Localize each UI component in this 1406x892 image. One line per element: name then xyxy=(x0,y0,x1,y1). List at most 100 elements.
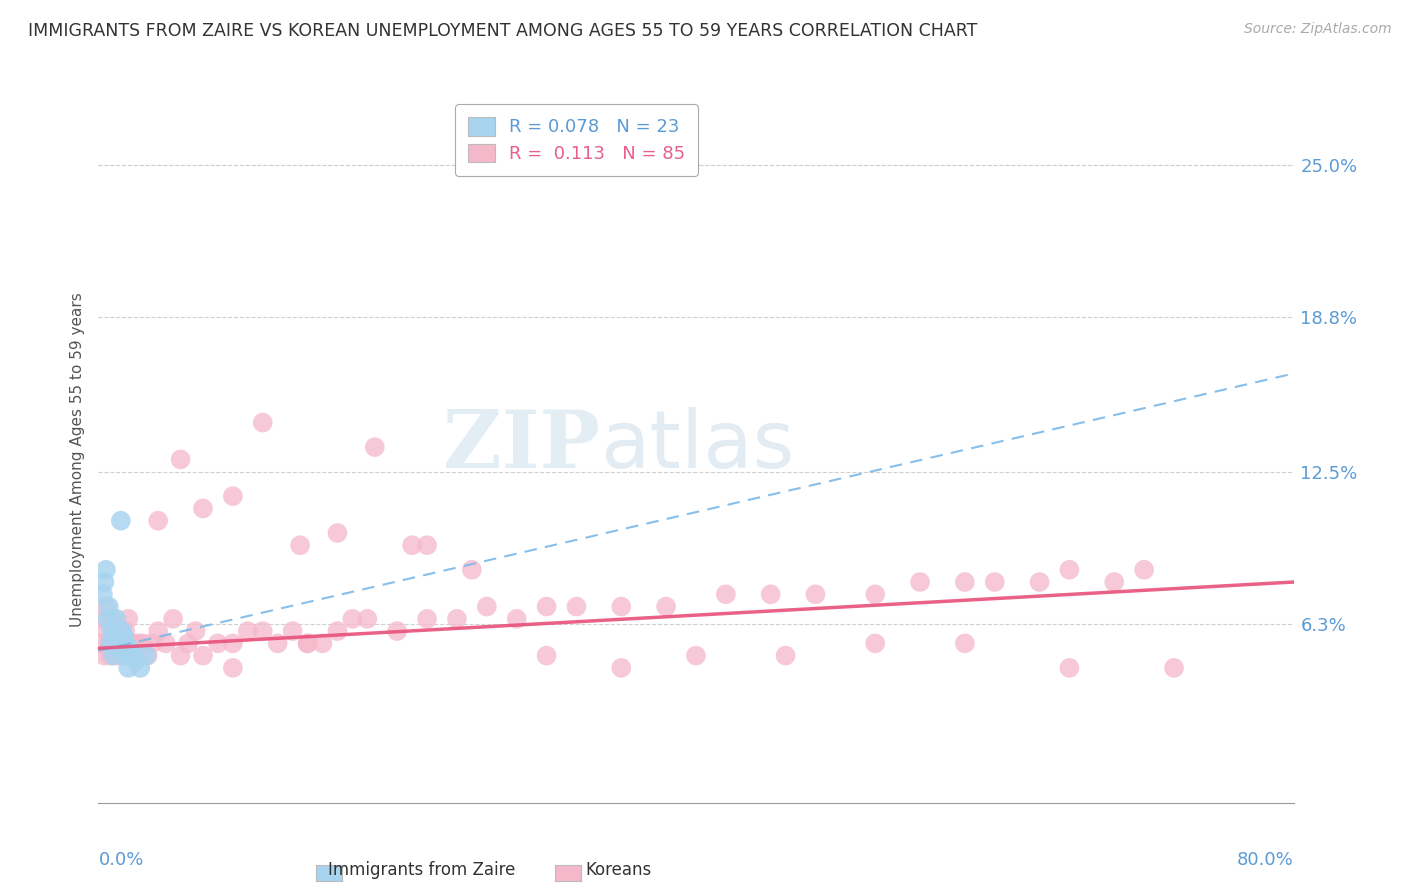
Point xyxy=(311,636,333,650)
Point xyxy=(863,636,887,650)
Point xyxy=(100,636,122,650)
Point xyxy=(132,636,155,650)
Point xyxy=(565,599,588,614)
Point xyxy=(446,612,468,626)
Point xyxy=(236,624,259,639)
Point xyxy=(129,661,152,675)
Point xyxy=(169,648,191,663)
Point xyxy=(177,636,200,650)
Point xyxy=(1059,661,1081,675)
Point xyxy=(125,648,148,663)
Point xyxy=(93,575,115,590)
Point xyxy=(297,636,319,650)
Point xyxy=(267,636,290,650)
Point xyxy=(135,648,157,663)
Point xyxy=(117,612,139,626)
Point xyxy=(121,648,143,663)
Point xyxy=(297,636,319,650)
Point xyxy=(96,624,118,639)
Point xyxy=(148,514,170,528)
Point xyxy=(1059,563,1081,577)
Point xyxy=(148,624,170,639)
Point xyxy=(714,587,737,601)
Point xyxy=(114,636,136,650)
Point xyxy=(863,587,887,601)
Point xyxy=(191,648,214,663)
Point xyxy=(110,644,132,658)
Point xyxy=(191,501,214,516)
Point xyxy=(610,599,633,614)
Point xyxy=(326,526,349,541)
Point xyxy=(108,636,131,650)
Point xyxy=(475,599,498,614)
Point xyxy=(114,624,136,639)
Point xyxy=(103,636,125,650)
Point xyxy=(104,629,127,643)
Point xyxy=(103,648,125,663)
Point xyxy=(112,629,135,643)
Point xyxy=(141,636,163,650)
Text: atlas: atlas xyxy=(600,407,794,484)
Point xyxy=(128,636,150,650)
Point xyxy=(1102,575,1125,590)
Point xyxy=(610,661,633,675)
Point xyxy=(356,612,378,626)
Point xyxy=(111,624,134,639)
Point xyxy=(207,636,229,650)
Point xyxy=(108,624,131,639)
Point xyxy=(252,416,274,430)
Point xyxy=(1028,575,1050,590)
Point xyxy=(169,452,191,467)
Point xyxy=(416,612,439,626)
Point xyxy=(125,654,148,668)
Point xyxy=(91,587,114,601)
Point xyxy=(804,587,827,601)
Text: 80.0%: 80.0% xyxy=(1237,851,1294,869)
Point xyxy=(953,636,976,650)
Point xyxy=(104,624,127,639)
Point xyxy=(342,612,364,626)
Point xyxy=(222,489,245,503)
Point xyxy=(94,599,117,614)
Point xyxy=(105,612,128,626)
Point xyxy=(100,648,122,663)
Point xyxy=(908,575,931,590)
Point xyxy=(115,648,138,663)
Point xyxy=(1133,563,1156,577)
Point xyxy=(401,538,423,552)
Point xyxy=(112,648,135,663)
Point xyxy=(107,636,129,650)
Text: IMMIGRANTS FROM ZAIRE VS KOREAN UNEMPLOYMENT AMONG AGES 55 TO 59 YEARS CORRELATI: IMMIGRANTS FROM ZAIRE VS KOREAN UNEMPLOY… xyxy=(28,22,977,40)
Point xyxy=(97,636,120,650)
Point xyxy=(110,648,132,663)
Point xyxy=(953,575,976,590)
Point xyxy=(118,641,141,656)
Point xyxy=(506,612,529,626)
Point xyxy=(136,648,159,663)
Point xyxy=(1163,661,1185,675)
Text: Koreans: Koreans xyxy=(585,861,652,879)
Point xyxy=(97,599,120,614)
Point xyxy=(96,612,118,626)
Point xyxy=(364,440,387,454)
Point xyxy=(184,624,207,639)
Point xyxy=(281,624,304,639)
Text: ZIP: ZIP xyxy=(443,407,600,484)
Point xyxy=(101,612,124,626)
Point xyxy=(93,648,115,663)
Point xyxy=(121,636,143,650)
Point xyxy=(222,661,245,675)
Point xyxy=(759,587,782,601)
Text: Source: ZipAtlas.com: Source: ZipAtlas.com xyxy=(1244,22,1392,37)
Point xyxy=(655,599,678,614)
Text: 0.0%: 0.0% xyxy=(98,851,143,869)
Point xyxy=(461,563,484,577)
Point xyxy=(288,538,311,552)
Point xyxy=(252,624,274,639)
Point xyxy=(162,612,184,626)
Point xyxy=(117,661,139,675)
Point xyxy=(536,599,558,614)
Point xyxy=(115,636,138,650)
Y-axis label: Unemployment Among Ages 55 to 59 years: Unemployment Among Ages 55 to 59 years xyxy=(69,292,84,627)
Point xyxy=(155,636,177,650)
